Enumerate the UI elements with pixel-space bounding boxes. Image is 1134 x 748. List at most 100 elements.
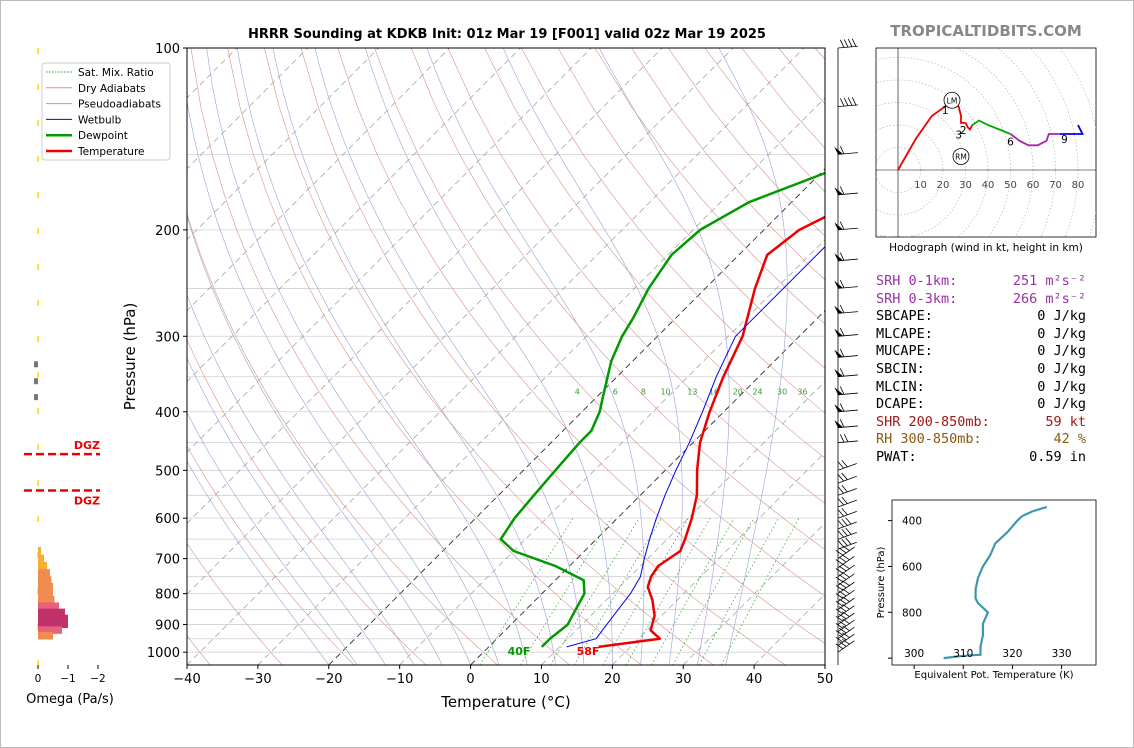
x-tick-label: 0 (466, 672, 474, 687)
wind-barb-rot (835, 604, 855, 618)
theta-e-xtick-label: 310 (953, 648, 973, 660)
p-tick-label: 300 (155, 330, 180, 345)
mixing-ratio-label: 10 (660, 388, 670, 397)
barb-feather (842, 563, 850, 569)
wind-barb-rot (835, 580, 855, 594)
wind-barb (834, 145, 858, 155)
barb-feather (842, 580, 850, 586)
storm-motion-label: RM (955, 153, 967, 162)
wind-barb (835, 639, 855, 653)
theta-e-plot (943, 505, 1048, 660)
theta-e-xlabel: Equivalent Pot. Temperature (K) (914, 670, 1073, 681)
wind-barb-rot (835, 596, 855, 610)
omega-bar (38, 546, 41, 555)
dgz-label-top: DGZ (74, 439, 100, 452)
barb-feather (839, 386, 845, 395)
legend-label: Pseudoadiabats (78, 99, 161, 111)
theta-e-ytick-label: 600 (902, 561, 922, 573)
omega-tick-label: −2 (90, 673, 105, 685)
barb-feather (837, 520, 844, 528)
legend-box (41, 62, 171, 161)
barb-feather (835, 568, 844, 574)
wind-barb-rot (834, 145, 858, 155)
storm-motion-label: LM (947, 96, 958, 105)
dgz-label-bottom: DGZ (74, 495, 100, 508)
wind-barb (834, 327, 858, 337)
barb-feather (838, 582, 847, 589)
wind-barb (834, 252, 858, 262)
wind-barb (835, 580, 855, 594)
stat-label: SHR 200-850mb: (876, 413, 990, 430)
omega-bar (34, 378, 38, 385)
wind-barb-rot (835, 625, 855, 640)
barb-feather (839, 434, 845, 443)
x-tick-label: −20 (315, 672, 342, 687)
dry-adiabat (227, 48, 642, 665)
stat-value: 42 % (1053, 431, 1086, 448)
wind-barb-rot (835, 639, 855, 653)
wind-barb (837, 485, 857, 496)
barb-feather (842, 572, 850, 578)
stat-value: 0 J/kg (1037, 325, 1086, 342)
barb-feather (842, 611, 850, 617)
stat-label: MLCAPE: (876, 325, 933, 342)
barb-feather (835, 636, 844, 643)
hodograph-ring-label: 80 (1072, 180, 1085, 191)
dry-adiabat (557, 48, 825, 369)
wind-barb (834, 221, 858, 231)
barb-feather (841, 460, 848, 468)
barb-flag (834, 146, 843, 155)
barb-shaft (837, 440, 858, 444)
mixing-ratio-line (698, 518, 779, 665)
barb-shaft (837, 104, 858, 107)
mixing-ratio-label: 8 (641, 388, 646, 397)
barb-feather (838, 590, 847, 597)
wind-barb (835, 625, 855, 640)
barb-feather (835, 615, 844, 622)
hodograph-caption: Hodograph (wind in kt, height in km) (889, 242, 1083, 254)
barb-feather (841, 529, 848, 537)
pseudoadiabat (598, 48, 730, 665)
mixing-ratio-line (720, 518, 800, 665)
x-tick-label: 50 (817, 672, 834, 687)
wind-barb (835, 596, 855, 610)
hodograph-trace (1060, 124, 1084, 135)
dry-adiabat (484, 48, 825, 459)
legend-label: Dry Adiabats (78, 83, 146, 95)
barb-feather (839, 403, 845, 412)
stat-value: 0.59 in (1029, 449, 1086, 465)
legend-label: Temperature (77, 146, 145, 158)
dry-adiabat (300, 48, 786, 665)
omega-axis-label: Omega (Pa/s) (26, 692, 114, 707)
mixing-ratio-label: 16 (709, 388, 719, 397)
mixing-ratio-line (573, 518, 662, 665)
hodograph-ring-label: 10 (914, 180, 927, 191)
wind-barb (837, 97, 858, 107)
barb-flag (834, 387, 843, 395)
stat-value: 0 J/kg (1037, 378, 1086, 395)
barb-feather (835, 593, 844, 599)
isotherm-line (187, 48, 734, 595)
barb-feather (838, 574, 847, 580)
barb-feather (841, 518, 848, 526)
barb-feather (839, 348, 845, 357)
pseudoadiabat (187, 99, 471, 665)
omega-bar (38, 631, 53, 640)
barb-feather (842, 596, 850, 602)
stat-label: MLCIN: (876, 378, 925, 395)
theta-e-xtick-label: 330 (1052, 648, 1072, 660)
stat-value: 266 m²s⁻² (1012, 290, 1086, 307)
x-tick-label: 10 (533, 672, 550, 687)
barb-feather (843, 97, 849, 106)
stat-row: DCAPE: 0 J/kg (876, 396, 1106, 414)
hodograph-ring-label: 40 (982, 180, 995, 191)
stat-row: MLCIN: 0 J/kg (876, 379, 1106, 397)
stat-row: MLCAPE: 0 J/kg (876, 326, 1106, 344)
pseudoadiabat (206, 48, 500, 665)
barb-shaft (837, 45, 858, 49)
barb-feather (841, 508, 848, 516)
barb-feather (842, 625, 850, 631)
wind-barb-rot (834, 403, 858, 413)
mixing-ratio-line (625, 518, 711, 665)
omega-bar (38, 626, 62, 634)
